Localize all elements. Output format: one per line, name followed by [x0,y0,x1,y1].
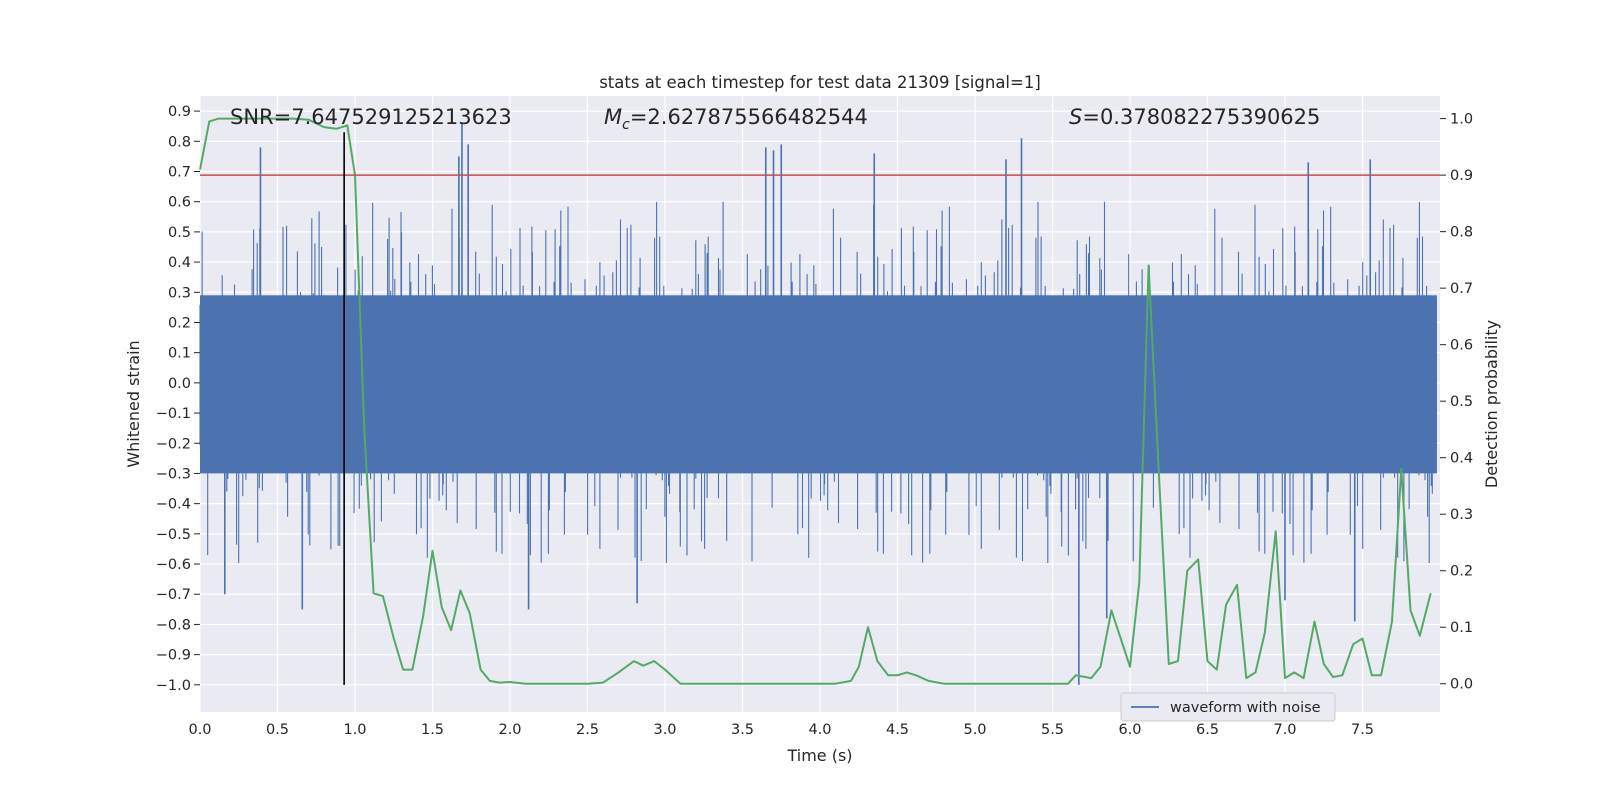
y2-tick-label: 0.2 [1450,564,1473,580]
chirp-mass-annotation: Mc=2.627875566482544 [604,105,868,133]
probability-line [199,117,1432,685]
x-tick-label: 5.5 [1041,722,1064,738]
y-tick-label: −0.6 [156,557,191,573]
chirp-mass-value: =2.627875566482544 [630,105,868,129]
y2-tick-label: 1.0 [1450,112,1473,128]
y2-tick-label: 0.3 [1450,507,1473,523]
y2-tick-label: 0.7 [1450,281,1473,297]
x-axis-ticks: 0.0 0.5 1.0 1.5 2.0 2.5 3.0 3.5 4.0 4.5 5.0 5.5 6.0 6… [188,722,1374,738]
chirp-mass-subscript: c [622,117,630,133]
y2-tick-label: 0.1 [1450,620,1473,636]
y-tick-label: −0.4 [156,497,191,513]
y-tick-label: 0.2 [168,315,191,331]
y-tick-label: 0.8 [168,134,191,150]
x-tick-label: 2.0 [498,722,521,738]
y-tick-label: −0.3 [156,466,191,482]
x-tick-label: 7.0 [1273,722,1296,738]
x-tick-label: 6.5 [1196,722,1219,738]
s-symbol: S [1069,105,1082,129]
y-tick-label: 0.0 [168,376,191,392]
x-tick-label: 6.0 [1118,722,1141,738]
snr-annotation: SNR=7.647529125213623 [230,105,512,129]
legend-box [1120,692,1336,722]
y2-tick-label: 0.5 [1450,394,1473,410]
chirp-mass-symbol: M [604,105,622,129]
y-tick-label: −0.1 [156,406,191,422]
s-value: =0.378082275390625 [1082,105,1320,129]
y-tick-label: 0.1 [168,346,191,362]
y-tick-label: −0.5 [156,527,191,543]
chart-title: stats at each timestep for test data 213… [599,73,1041,92]
y2-tick-label: 0.8 [1450,225,1473,241]
series-waveform-with-noise [199,123,1437,685]
x-tick-label: 3.5 [731,722,754,738]
x-tick-label: 5.0 [963,722,986,738]
y-tick-label: −1.0 [156,678,191,694]
y-tick-label: 0.9 [168,104,191,120]
x-tick-label: 4.0 [808,722,831,738]
y-tick-label: −0.7 [156,587,191,603]
y2-tick-label: 0.9 [1450,168,1473,184]
x-tick-label: 3.0 [653,722,676,738]
y2-axis-label: Detection probability [1482,320,1501,488]
legend-label: waveform with noise [1170,700,1321,716]
y2-tick-label: 0.0 [1450,677,1473,693]
y-tick-label: −0.2 [156,436,191,452]
y-tick-label: 0.5 [168,225,191,241]
waveform-core-band [200,295,1437,474]
x-tick-label: 2.5 [576,722,599,738]
y2-tick-label: 0.4 [1450,451,1473,467]
x-tick-label: 7.5 [1351,722,1374,738]
series-detection-probability [199,117,1432,685]
y-axis-ticks: 0.9 0.8 0.7 0.6 0.5 0.4 0.3 0.2 0.1 0.0 −0.1 −0.2 −0… [156,104,200,694]
y2-tick-label: 0.6 [1450,338,1473,354]
y-tick-label: −0.8 [156,617,191,633]
x-tick-label: 0.0 [188,722,211,738]
y2-axis-ticks: 1.0 0.9 0.8 0.7 0.6 0.5 0.4 0.3 0.2 0.1 0.0 [1440,112,1473,693]
x-tick-label: 4.5 [886,722,909,738]
y-tick-label: 0.3 [168,285,191,301]
legend: waveform with noise [1120,692,1336,722]
x-tick-label: 0.5 [266,722,289,738]
y-tick-label: 0.4 [168,255,191,271]
y-tick-label: 0.6 [168,195,191,211]
y-tick-label: 0.7 [168,164,191,180]
x-tick-label: 1.0 [343,722,366,738]
x-axis-label: Time (s) [786,746,852,765]
s-annotation: S=0.378082275390625 [1069,105,1320,129]
y-axis-label: Whitened strain [124,340,143,467]
y-tick-label: −0.9 [156,648,191,664]
x-tick-label: 1.5 [421,722,444,738]
